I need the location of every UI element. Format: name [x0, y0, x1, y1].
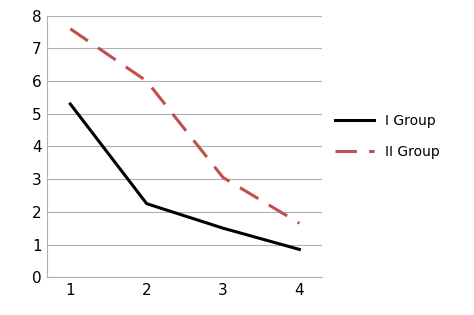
I Group — [144, 202, 149, 206]
II Group — [67, 27, 73, 31]
I Group — [297, 248, 302, 251]
I Group — [220, 226, 226, 230]
II Group — [144, 79, 149, 83]
Line: I Group: I Group — [70, 104, 300, 249]
II Group — [297, 221, 302, 225]
II Group — [220, 176, 226, 180]
I Group — [67, 102, 73, 106]
Line: II Group: II Group — [70, 29, 300, 223]
Legend: I Group, II Group: I Group, II Group — [335, 114, 439, 159]
